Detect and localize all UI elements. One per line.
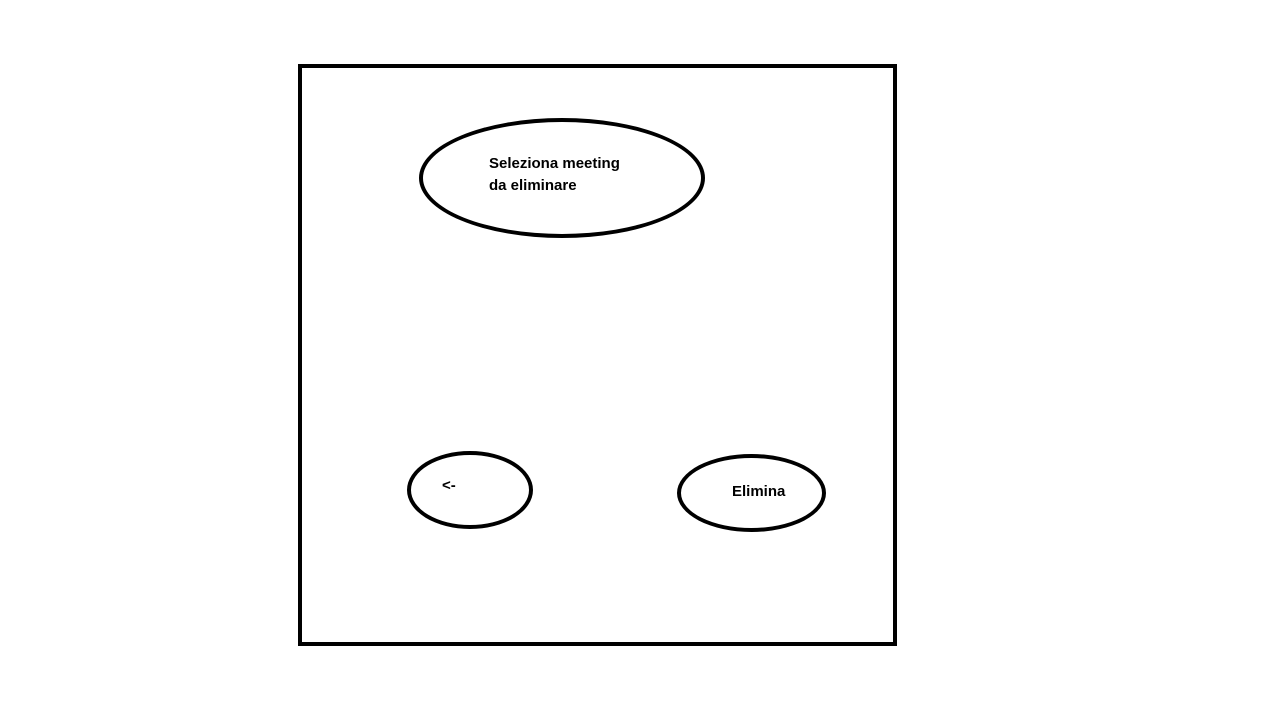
delete-button[interactable]: Elimina xyxy=(677,454,826,532)
delete-meeting-screen: Seleziona meeting da eliminare <- Elimin… xyxy=(298,64,897,646)
title-bubble: Seleziona meeting da eliminare xyxy=(419,118,705,238)
back-button[interactable]: <- xyxy=(407,451,533,529)
page-title: Seleziona meeting da eliminare xyxy=(489,153,669,197)
back-arrow-icon: <- xyxy=(442,477,456,494)
delete-button-label: Elimina xyxy=(732,483,785,500)
